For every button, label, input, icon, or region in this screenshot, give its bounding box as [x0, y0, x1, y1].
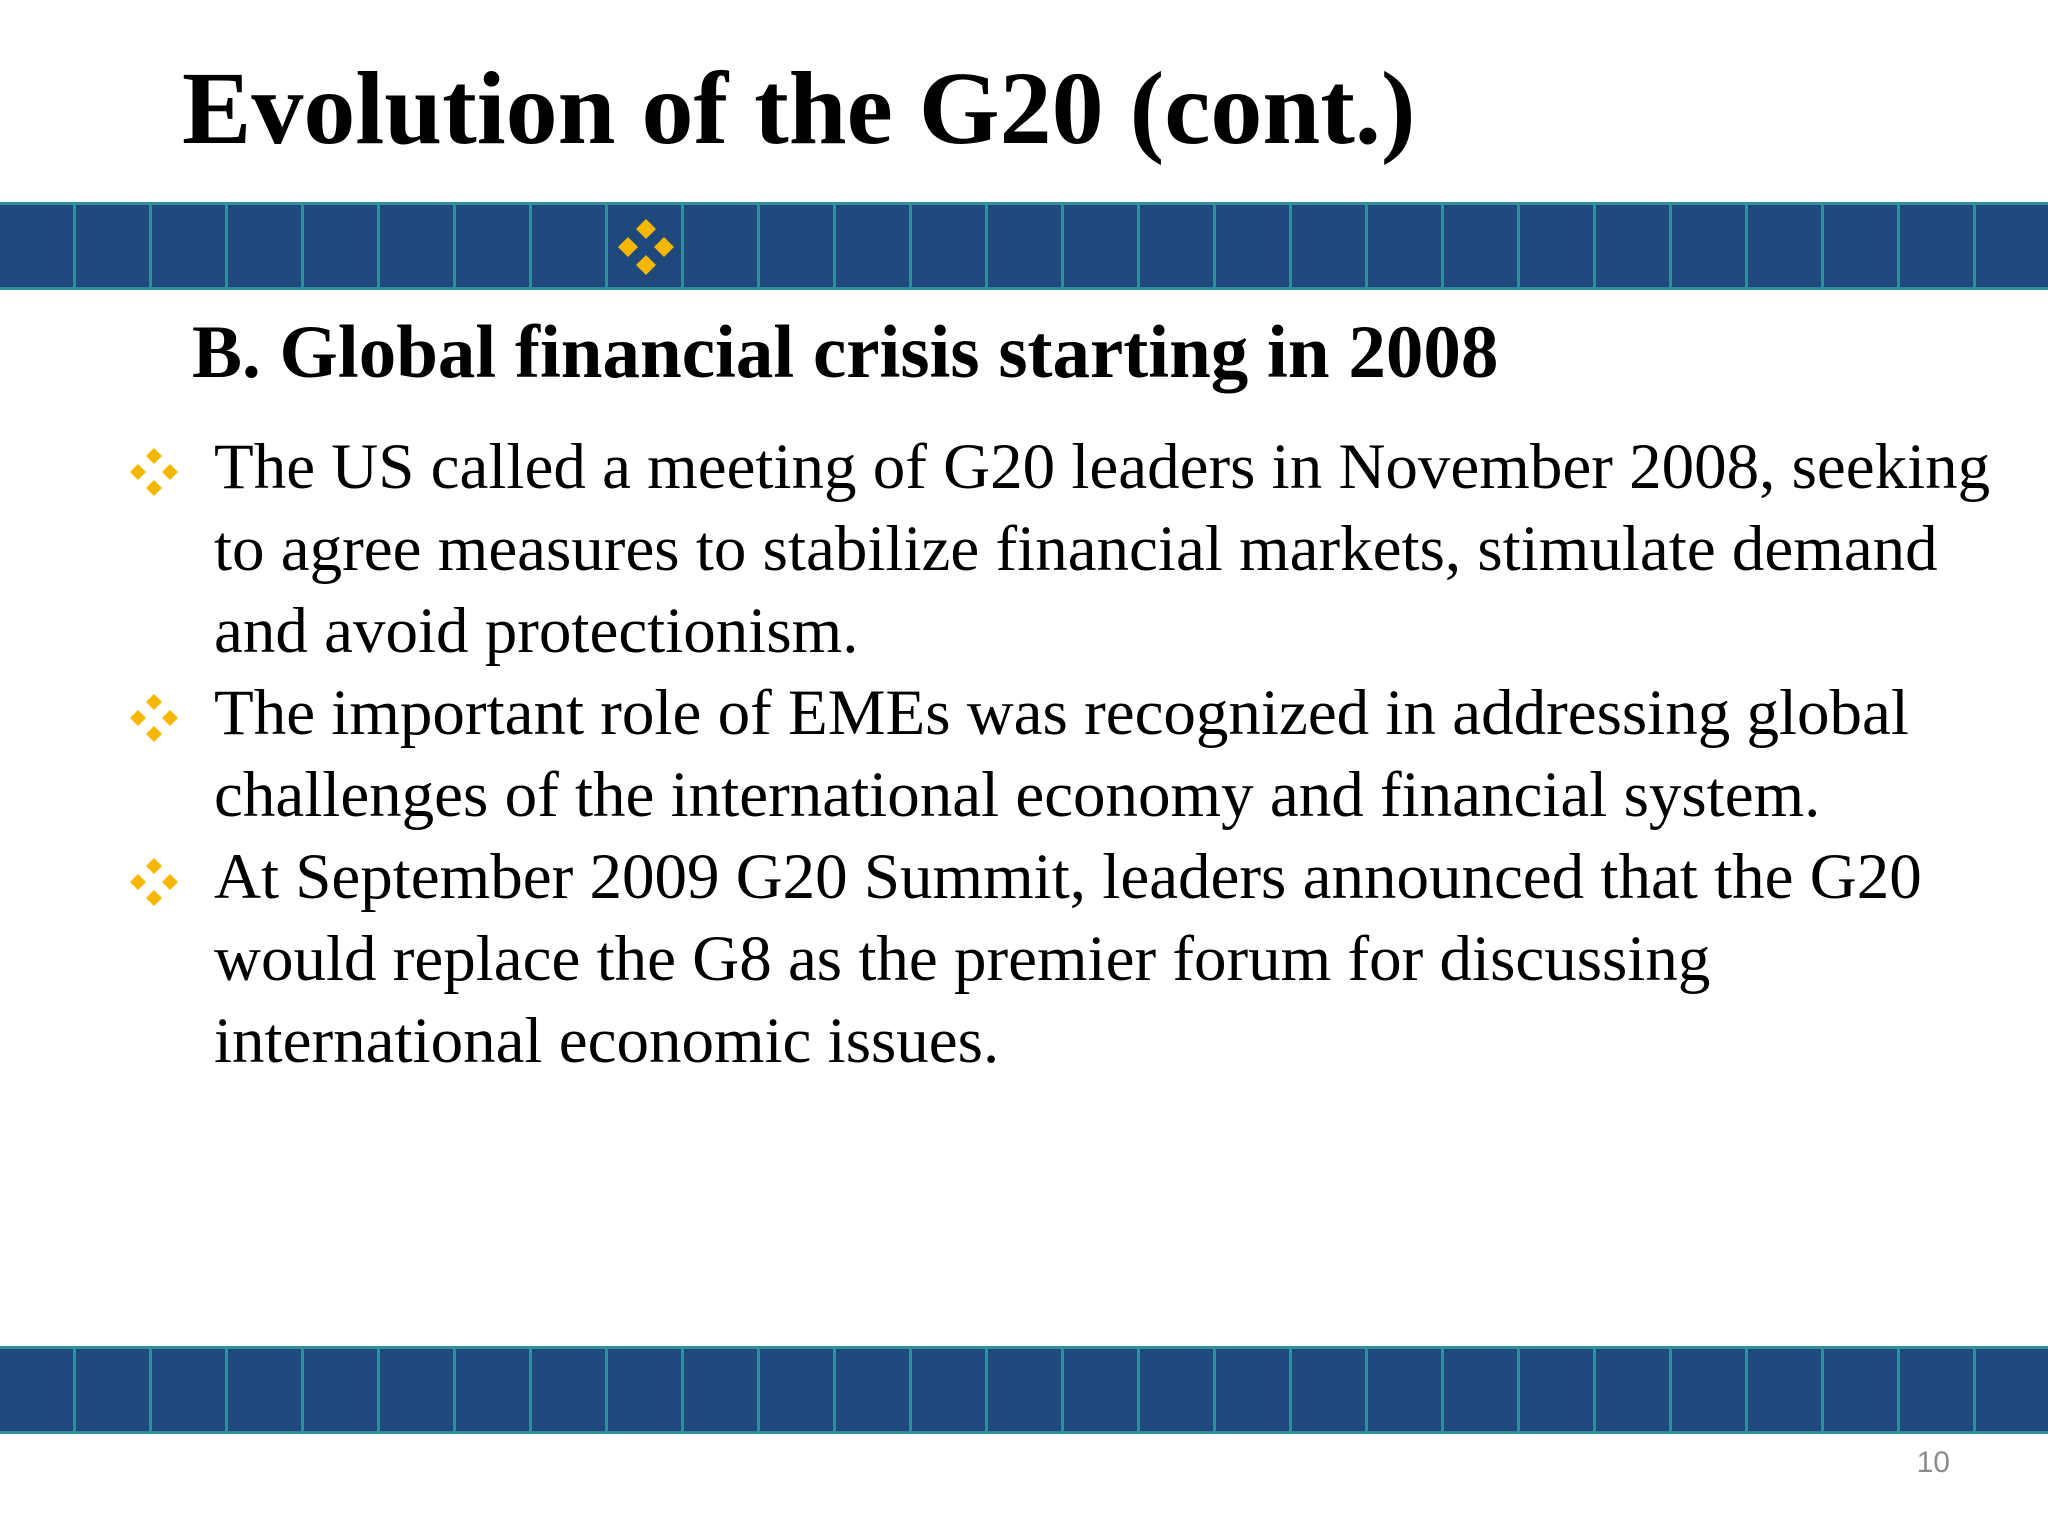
band-cell	[1064, 1349, 1140, 1431]
band-cell	[1216, 1349, 1292, 1431]
band-cell	[1292, 205, 1368, 287]
band-cell	[380, 205, 456, 287]
bottom-decorative-band	[0, 1346, 2048, 1434]
band-cell	[1292, 1349, 1368, 1431]
band-cell	[1748, 1349, 1824, 1431]
band-cell	[1672, 1349, 1748, 1431]
bullet-item: The important role of EMEs was recognize…	[120, 672, 2000, 836]
band-cell	[228, 205, 304, 287]
top-decorative-band	[0, 202, 2048, 290]
section-heading: B. Global financial crisis starting in 2…	[192, 311, 1499, 394]
band-cell	[1140, 1349, 1216, 1431]
band-cell	[1520, 1349, 1596, 1431]
band-cell	[836, 1349, 912, 1431]
slide-title: Evolution of the G20 (cont.)	[182, 51, 1416, 166]
page-number: 10	[1916, 1446, 1950, 1479]
band-cell	[836, 205, 912, 287]
band-cell	[684, 205, 760, 287]
band-cell	[1520, 205, 1596, 287]
band-cell	[304, 1349, 380, 1431]
bullet-item: At September 2009 G20 Summit, leaders an…	[120, 836, 2000, 1082]
band-cell	[380, 1349, 456, 1431]
band-cell	[1824, 205, 1900, 287]
band-cell	[912, 1349, 988, 1431]
band-cell	[608, 205, 684, 287]
band-cell	[1748, 205, 1824, 287]
band-cell	[304, 205, 380, 287]
band-cell	[608, 1349, 684, 1431]
band-cell	[1824, 1349, 1900, 1431]
band-cell	[1596, 1349, 1672, 1431]
band-cell	[1368, 205, 1444, 287]
band-cell	[1596, 205, 1672, 287]
bullet-item: The US called a meeting of G20 leaders i…	[120, 426, 2000, 672]
band-cell	[152, 205, 228, 287]
band-cell	[1976, 205, 2048, 287]
band-cell	[1672, 205, 1748, 287]
band-cell	[532, 1349, 608, 1431]
band-cell	[456, 205, 532, 287]
band-cell	[1140, 205, 1216, 287]
four-diamond-bullet-icon	[130, 448, 178, 496]
band-cell	[760, 1349, 836, 1431]
bullet-text: The US called a meeting of G20 leaders i…	[214, 431, 1991, 667]
band-cell	[0, 1349, 76, 1431]
band-cell	[532, 205, 608, 287]
four-diamond-bullet-icon	[130, 858, 178, 906]
band-cell	[152, 1349, 228, 1431]
band-cell	[988, 205, 1064, 287]
band-cell	[1900, 205, 1976, 287]
band-cell	[1444, 1349, 1520, 1431]
band-cell	[456, 1349, 532, 1431]
band-cell	[76, 1349, 152, 1431]
band-cell	[912, 205, 988, 287]
band-cell	[760, 205, 836, 287]
band-cell	[228, 1349, 304, 1431]
band-cell	[1900, 1349, 1976, 1431]
band-cell	[1976, 1349, 2048, 1431]
band-cell	[684, 1349, 760, 1431]
band-cell	[1444, 205, 1520, 287]
band-cell	[1368, 1349, 1444, 1431]
band-cell	[1064, 205, 1140, 287]
band-cell	[1216, 205, 1292, 287]
four-diamond-bullet-icon	[130, 694, 178, 742]
band-cell	[988, 1349, 1064, 1431]
band-cell	[76, 205, 152, 287]
band-cell	[0, 205, 76, 287]
four-diamond-ornament-icon	[618, 219, 674, 275]
bullet-list: The US called a meeting of G20 leaders i…	[120, 426, 2000, 1082]
bullet-text: The important role of EMEs was recognize…	[214, 677, 1909, 831]
bullet-text: At September 2009 G20 Summit, leaders an…	[214, 841, 1922, 1077]
